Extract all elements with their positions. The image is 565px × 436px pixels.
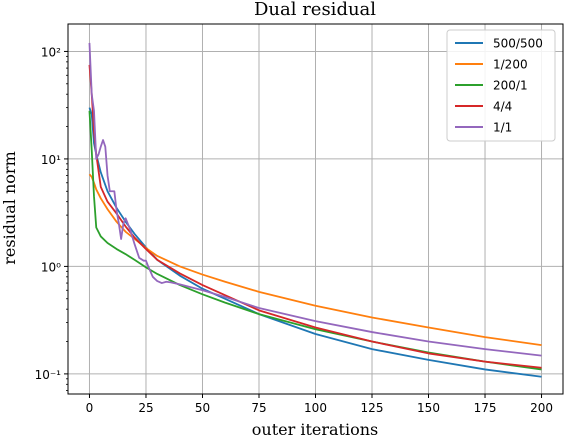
x-tick-label: 150 xyxy=(417,401,440,415)
legend-label: 200/1 xyxy=(493,79,528,93)
chart-title: Dual residual xyxy=(254,0,376,20)
y-tick-label: 10² xyxy=(41,45,61,59)
x-tick-label: 25 xyxy=(138,401,153,415)
y-axis-label: residual norm xyxy=(0,151,19,265)
x-tick-label: 0 xyxy=(86,401,94,415)
y-tick-label: 10¹ xyxy=(41,153,61,167)
series-layer xyxy=(88,42,542,378)
y-tick-label: 10⁻¹ xyxy=(35,368,62,382)
x-tick-label: 125 xyxy=(361,401,384,415)
x-tick-label: 175 xyxy=(474,401,497,415)
series-line-1-200 xyxy=(88,173,542,347)
legend-label: 500/500 xyxy=(493,37,543,51)
series-line-1-1 xyxy=(88,42,542,357)
x-tick-label: 50 xyxy=(195,401,210,415)
x-axis-label: outer iterations xyxy=(252,420,378,436)
tick-layer: 0 25 50 75 100 125 150 175 200 10² 10¹ 10⁰ 10⁻¹ xyxy=(35,45,553,415)
legend: 500/500 1/200 200/1 4/4 1/1 xyxy=(446,29,556,142)
legend-label: 1/200 xyxy=(493,58,528,72)
legend-box xyxy=(446,29,556,142)
x-tick-label: 100 xyxy=(304,401,327,415)
y-tick-label: 10⁰ xyxy=(41,260,61,274)
x-tick-label: 75 xyxy=(251,401,266,415)
legend-label: 1/1 xyxy=(493,121,512,135)
x-tick-label: 200 xyxy=(530,401,553,415)
series-line-4-4 xyxy=(88,64,542,369)
legend-label: 4/4 xyxy=(493,100,512,114)
